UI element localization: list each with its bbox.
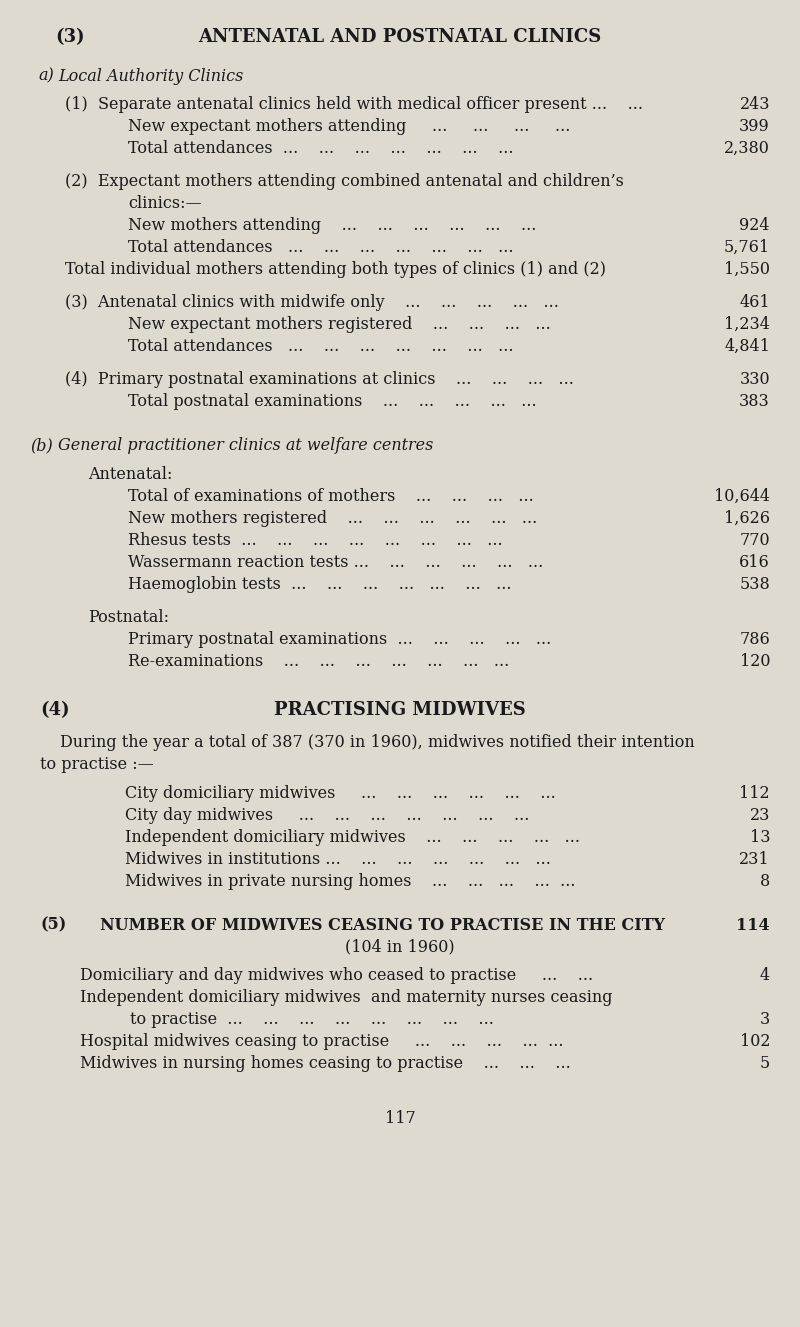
Text: 13: 13 bbox=[750, 829, 770, 845]
Text: Independent domiciliary midwives  and maternity nurses ceasing: Independent domiciliary midwives and mat… bbox=[80, 990, 613, 1006]
Text: 10,644: 10,644 bbox=[714, 488, 770, 504]
Text: 5: 5 bbox=[760, 1055, 770, 1072]
Text: 120: 120 bbox=[739, 653, 770, 670]
Text: (4): (4) bbox=[40, 701, 70, 719]
Text: PRACTISING MIDWIVES: PRACTISING MIDWIVES bbox=[274, 701, 526, 719]
Text: Primary postnatal examinations  ...    ...    ...    ...   ...: Primary postnatal examinations ... ... .… bbox=[128, 630, 551, 648]
Text: 1,626: 1,626 bbox=[724, 510, 770, 527]
Text: Total attendances  ...    ...    ...    ...    ...    ...    ...: Total attendances ... ... ... ... ... ..… bbox=[128, 141, 514, 157]
Text: 786: 786 bbox=[739, 630, 770, 648]
Text: Midwives in nursing homes ceasing to practise    ...    ...    ...: Midwives in nursing homes ceasing to pra… bbox=[80, 1055, 570, 1072]
Text: 23: 23 bbox=[750, 807, 770, 824]
Text: Total individual mothers attending both types of clinics (1) and (2): Total individual mothers attending both … bbox=[65, 261, 606, 279]
Text: Midwives in private nursing homes    ...    ...   ...    ...  ...: Midwives in private nursing homes ... ..… bbox=[125, 873, 575, 890]
Text: Total postnatal examinations    ...    ...    ...    ...   ...: Total postnatal examinations ... ... ...… bbox=[128, 393, 537, 410]
Text: 1,234: 1,234 bbox=[724, 316, 770, 333]
Text: Antenatal:: Antenatal: bbox=[88, 466, 172, 483]
Text: Domiciliary and day midwives who ceased to practise     ...    ...: Domiciliary and day midwives who ceased … bbox=[80, 967, 593, 985]
Text: 330: 330 bbox=[739, 372, 770, 389]
Text: to practise  ...    ...    ...    ...    ...    ...    ...    ...: to practise ... ... ... ... ... ... ... … bbox=[130, 1011, 494, 1028]
Text: New mothers attending    ...    ...    ...    ...    ...    ...: New mothers attending ... ... ... ... ..… bbox=[128, 218, 536, 234]
Text: 4: 4 bbox=[760, 967, 770, 985]
Text: (4)  Primary postnatal examinations at clinics    ...    ...    ...   ...: (4) Primary postnatal examinations at cl… bbox=[65, 372, 574, 389]
Text: 770: 770 bbox=[739, 532, 770, 549]
Text: During the year a total of 387 (370 in 1960), midwives notified their intention: During the year a total of 387 (370 in 1… bbox=[60, 734, 694, 751]
Text: (2)  Expectant mothers attending combined antenatal and children’s: (2) Expectant mothers attending combined… bbox=[65, 174, 624, 190]
Text: to practise :—: to practise :— bbox=[40, 756, 154, 774]
Text: New expectant mothers registered    ...    ...    ...   ...: New expectant mothers registered ... ...… bbox=[128, 316, 550, 333]
Text: a): a) bbox=[38, 68, 54, 85]
Text: (3)  Antenatal clinics with midwife only    ...    ...    ...    ...   ...: (3) Antenatal clinics with midwife only … bbox=[65, 295, 559, 312]
Text: Total attendances   ...    ...    ...    ...    ...    ...   ...: Total attendances ... ... ... ... ... ..… bbox=[128, 338, 514, 356]
Text: General practitioner clinics at welfare centres: General practitioner clinics at welfare … bbox=[58, 437, 434, 454]
Text: Re-examinations    ...    ...    ...    ...    ...    ...   ...: Re-examinations ... ... ... ... ... ... … bbox=[128, 653, 510, 670]
Text: Haemoglobin tests  ...    ...    ...    ...   ...    ...   ...: Haemoglobin tests ... ... ... ... ... ..… bbox=[128, 576, 511, 593]
Text: Total attendances   ...    ...    ...    ...    ...    ...   ...: Total attendances ... ... ... ... ... ..… bbox=[128, 239, 514, 256]
Text: 924: 924 bbox=[739, 218, 770, 234]
Text: City domiciliary midwives     ...    ...    ...    ...    ...    ...: City domiciliary midwives ... ... ... ..… bbox=[125, 784, 556, 802]
Text: 383: 383 bbox=[739, 393, 770, 410]
Text: (5): (5) bbox=[40, 917, 66, 934]
Text: 231: 231 bbox=[739, 851, 770, 868]
Text: 616: 616 bbox=[739, 553, 770, 571]
Text: 4,841: 4,841 bbox=[724, 338, 770, 356]
Text: 102: 102 bbox=[739, 1034, 770, 1051]
Text: (b): (b) bbox=[30, 437, 53, 454]
Text: 117: 117 bbox=[385, 1111, 415, 1128]
Text: Hospital midwives ceasing to practise     ...    ...    ...    ...  ...: Hospital midwives ceasing to practise ..… bbox=[80, 1034, 563, 1051]
Text: City day midwives     ...    ...    ...    ...    ...    ...    ...: City day midwives ... ... ... ... ... ..… bbox=[125, 807, 530, 824]
Text: Wassermann reaction tests ...    ...    ...    ...    ...   ...: Wassermann reaction tests ... ... ... ..… bbox=[128, 553, 543, 571]
Text: 114: 114 bbox=[736, 917, 770, 934]
Text: clinics:—: clinics:— bbox=[128, 195, 202, 212]
Text: 461: 461 bbox=[739, 295, 770, 312]
Text: 8: 8 bbox=[760, 873, 770, 890]
Text: Independent domiciliary midwives    ...    ...    ...    ...   ...: Independent domiciliary midwives ... ...… bbox=[125, 829, 580, 845]
Text: 2,380: 2,380 bbox=[724, 141, 770, 157]
Text: Postnatal:: Postnatal: bbox=[88, 609, 169, 626]
Text: (3): (3) bbox=[55, 28, 85, 46]
Text: Midwives in institutions ...    ...    ...    ...    ...    ...   ...: Midwives in institutions ... ... ... ...… bbox=[125, 851, 551, 868]
Text: Rhesus tests  ...    ...    ...    ...    ...    ...    ...   ...: Rhesus tests ... ... ... ... ... ... ...… bbox=[128, 532, 502, 549]
Text: 243: 243 bbox=[739, 96, 770, 113]
Text: NUMBER OF MIDWIVES CEASING TO PRACTISE IN THE CITY: NUMBER OF MIDWIVES CEASING TO PRACTISE I… bbox=[100, 917, 665, 934]
Text: Total of examinations of mothers    ...    ...    ...   ...: Total of examinations of mothers ... ...… bbox=[128, 488, 534, 504]
Text: (1)  Separate antenatal clinics held with medical officer present ...    ...: (1) Separate antenatal clinics held with… bbox=[65, 96, 643, 113]
Text: 5,761: 5,761 bbox=[724, 239, 770, 256]
Text: 3: 3 bbox=[760, 1011, 770, 1028]
Text: 1,550: 1,550 bbox=[724, 261, 770, 279]
Text: 399: 399 bbox=[739, 118, 770, 135]
Text: 538: 538 bbox=[739, 576, 770, 593]
Text: New expectant mothers attending     ...     ...     ...     ...: New expectant mothers attending ... ... … bbox=[128, 118, 570, 135]
Text: New mothers registered    ...    ...    ...    ...    ...   ...: New mothers registered ... ... ... ... .… bbox=[128, 510, 538, 527]
Text: Local Authority Clinics: Local Authority Clinics bbox=[58, 68, 243, 85]
Text: 112: 112 bbox=[739, 784, 770, 802]
Text: (104 in 1960): (104 in 1960) bbox=[345, 938, 455, 955]
Text: ANTENATAL AND POSTNATAL CLINICS: ANTENATAL AND POSTNATAL CLINICS bbox=[198, 28, 602, 46]
